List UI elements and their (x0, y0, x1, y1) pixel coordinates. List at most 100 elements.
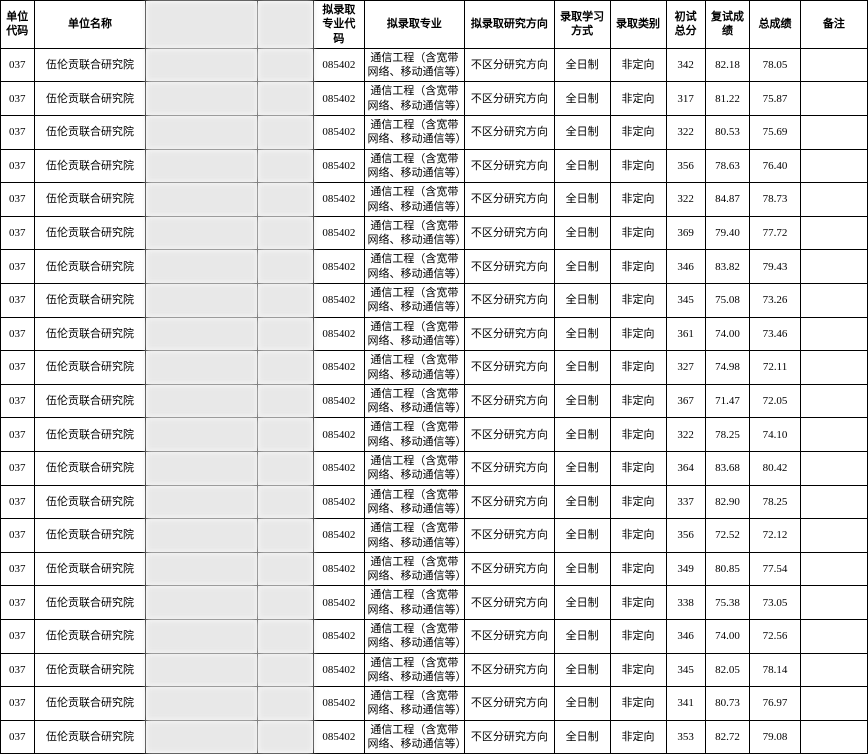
table-row: 037伍伦贡联合研究院085402通信工程（含宽带网络、移动通信等）不区分研究方… (1, 384, 868, 418)
header-retest_score: 复试成绩 (705, 1, 750, 49)
cell-category: 非定向 (610, 720, 666, 754)
cell-major_code: 085402 (314, 351, 364, 385)
cell-retest_score: 78.25 (705, 418, 750, 452)
cell-prelim_score: 345 (666, 653, 705, 687)
cell-unit_name: 伍伦贡联合研究院 (34, 82, 146, 116)
cell-direction: 不区分研究方向 (465, 250, 554, 284)
cell-major: 通信工程（含宽带网络、移动通信等） (364, 552, 465, 586)
cell-retest_score: 84.87 (705, 183, 750, 217)
cell-hidden2 (258, 183, 314, 217)
cell-prelim_score: 367 (666, 384, 705, 418)
cell-hidden2 (258, 653, 314, 687)
cell-major_code: 085402 (314, 384, 364, 418)
cell-retest_score: 82.72 (705, 720, 750, 754)
cell-unit_name: 伍伦贡联合研究院 (34, 586, 146, 620)
cell-retest_score: 72.52 (705, 519, 750, 553)
cell-hidden1 (146, 687, 258, 721)
cell-unit_code: 037 (1, 317, 35, 351)
cell-remark (800, 384, 867, 418)
cell-hidden2 (258, 317, 314, 351)
cell-total_score: 79.08 (750, 720, 800, 754)
cell-study_mode: 全日制 (554, 149, 610, 183)
cell-hidden1 (146, 720, 258, 754)
cell-total_score: 75.69 (750, 116, 800, 150)
cell-prelim_score: 346 (666, 250, 705, 284)
table-row: 037伍伦贡联合研究院085402通信工程（含宽带网络、移动通信等）不区分研究方… (1, 653, 868, 687)
cell-hidden1 (146, 552, 258, 586)
cell-hidden2 (258, 216, 314, 250)
cell-major: 通信工程（含宽带网络、移动通信等） (364, 317, 465, 351)
cell-direction: 不区分研究方向 (465, 48, 554, 82)
cell-prelim_score: 369 (666, 216, 705, 250)
cell-major: 通信工程（含宽带网络、移动通信等） (364, 519, 465, 553)
cell-total_score: 77.72 (750, 216, 800, 250)
cell-unit_name: 伍伦贡联合研究院 (34, 418, 146, 452)
cell-hidden1 (146, 418, 258, 452)
cell-hidden2: 1 (258, 485, 314, 519)
cell-unit_code: 037 (1, 418, 35, 452)
table-row: 037伍伦贡联合研究院10085402通信工程（含宽带网络、移动通信等）不区分研… (1, 48, 868, 82)
cell-retest_score: 71.47 (705, 384, 750, 418)
cell-total_score: 80.42 (750, 452, 800, 486)
cell-hidden2 (258, 250, 314, 284)
cell-category: 非定向 (610, 48, 666, 82)
cell-major: 通信工程（含宽带网络、移动通信等） (364, 619, 465, 653)
cell-direction: 不区分研究方向 (465, 317, 554, 351)
cell-major_code: 085402 (314, 284, 364, 318)
cell-major: 通信工程（含宽带网络、移动通信等） (364, 116, 465, 150)
cell-unit_code: 037 (1, 687, 35, 721)
cell-direction: 不区分研究方向 (465, 619, 554, 653)
cell-remark (800, 149, 867, 183)
table-row: 037伍伦贡联合研究院1085402通信工程（含宽带网络、移动通信等）不区分研究… (1, 284, 868, 318)
cell-hidden1 (146, 48, 258, 82)
cell-major: 通信工程（含宽带网络、移动通信等） (364, 216, 465, 250)
cell-direction: 不区分研究方向 (465, 452, 554, 486)
cell-retest_score: 74.00 (705, 619, 750, 653)
cell-retest_score: 75.08 (705, 284, 750, 318)
cell-retest_score: 78.63 (705, 149, 750, 183)
cell-major_code: 085402 (314, 519, 364, 553)
cell-prelim_score: 345 (666, 284, 705, 318)
cell-major_code: 085402 (314, 418, 364, 452)
cell-hidden2: 1 (258, 418, 314, 452)
cell-total_score: 72.12 (750, 519, 800, 553)
table-row: 037伍伦贡联合研究院085402通信工程（含宽带网络、移动通信等）不区分研究方… (1, 452, 868, 486)
cell-unit_name: 伍伦贡联合研究院 (34, 619, 146, 653)
cell-category: 非定向 (610, 619, 666, 653)
cell-unit_code: 037 (1, 250, 35, 284)
cell-major_code: 085402 (314, 317, 364, 351)
cell-remark (800, 351, 867, 385)
cell-unit_code: 037 (1, 183, 35, 217)
cell-hidden1 (146, 586, 258, 620)
cell-major_code: 085402 (314, 687, 364, 721)
cell-study_mode: 全日制 (554, 183, 610, 217)
cell-unit_name: 伍伦贡联合研究院 (34, 653, 146, 687)
cell-direction: 不区分研究方向 (465, 485, 554, 519)
cell-study_mode: 全日制 (554, 653, 610, 687)
cell-retest_score: 83.68 (705, 452, 750, 486)
cell-major: 通信工程（含宽带网络、移动通信等） (364, 418, 465, 452)
table-row: 037伍伦贡联合研究院085402通信工程（含宽带网络、移动通信等）不区分研究方… (1, 687, 868, 721)
table-row: 037伍伦贡联合研究院1085402通信工程（含宽带网络、移动通信等）不区分研究… (1, 82, 868, 116)
cell-prelim_score: 342 (666, 48, 705, 82)
cell-retest_score: 74.00 (705, 317, 750, 351)
cell-hidden1 (146, 116, 258, 150)
cell-hidden2 (258, 351, 314, 385)
cell-category: 非定向 (610, 586, 666, 620)
cell-remark (800, 586, 867, 620)
cell-direction: 不区分研究方向 (465, 687, 554, 721)
cell-direction: 不区分研究方向 (465, 284, 554, 318)
cell-category: 非定向 (610, 687, 666, 721)
cell-direction: 不区分研究方向 (465, 183, 554, 217)
cell-hidden2: 10 (258, 619, 314, 653)
cell-unit_code: 037 (1, 82, 35, 116)
cell-unit_code: 037 (1, 216, 35, 250)
cell-remark (800, 552, 867, 586)
cell-remark (800, 418, 867, 452)
header-hidden1 (146, 1, 258, 49)
cell-prelim_score: 327 (666, 351, 705, 385)
cell-category: 非定向 (610, 183, 666, 217)
cell-direction: 不区分研究方向 (465, 82, 554, 116)
cell-total_score: 78.73 (750, 183, 800, 217)
cell-study_mode: 全日制 (554, 687, 610, 721)
